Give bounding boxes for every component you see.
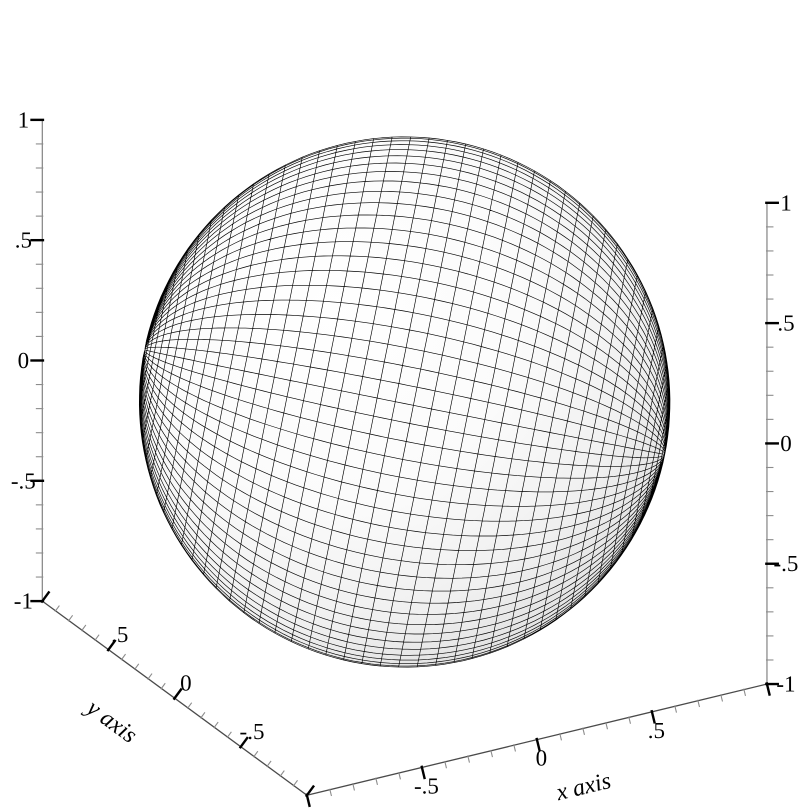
svg-text:-.5: -.5 (773, 551, 798, 576)
svg-text:.5: .5 (777, 311, 794, 336)
svg-text:-.5: -.5 (414, 773, 439, 798)
svg-text:1: 1 (780, 190, 792, 215)
svg-text:1: 1 (18, 107, 30, 132)
svg-text:.5: .5 (111, 622, 128, 647)
svg-text:-.5: -.5 (240, 719, 265, 744)
svg-text:0: 0 (18, 348, 30, 373)
svg-text:-.5: -.5 (11, 468, 36, 493)
svg-text:.5: .5 (15, 228, 32, 253)
svg-text:-1: -1 (14, 589, 33, 614)
svg-text:0: 0 (536, 746, 548, 771)
svg-text:0: 0 (780, 431, 792, 456)
svg-text:-1: -1 (776, 672, 795, 697)
svg-text:0: 0 (180, 670, 192, 695)
svg-text:.5: .5 (648, 718, 665, 743)
